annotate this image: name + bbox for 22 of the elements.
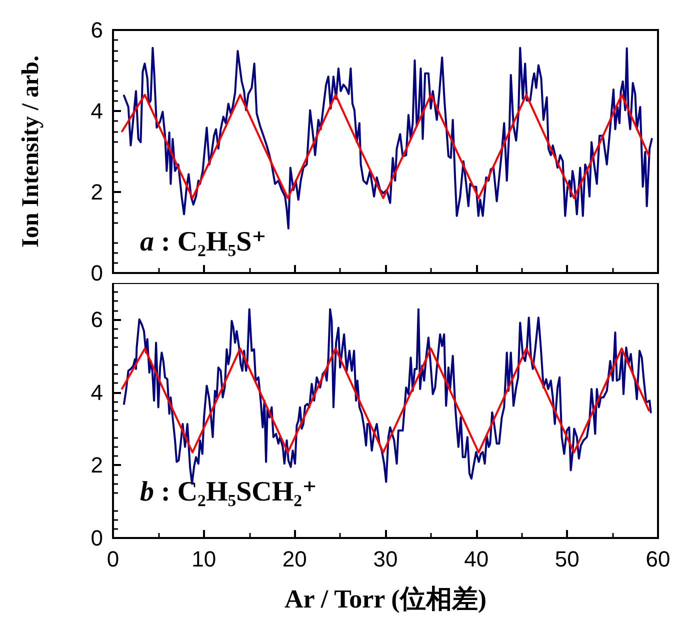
x-tick-label: 20 (282, 546, 307, 572)
annotation: b : C₂H₅SCH₂⁺ (140, 476, 317, 508)
y-tick-label: 4 (90, 98, 103, 124)
y-tick-label: 0 (90, 260, 103, 286)
annotation: a : C₂H₅S⁺ (140, 226, 266, 258)
line-series (121, 348, 650, 454)
y-axis-title: Ion Intensity / arb. (18, 55, 44, 248)
y-tick-label: 2 (90, 452, 103, 478)
y-tick-label: 2 (90, 180, 103, 204)
x-tick-label: 50 (554, 546, 580, 572)
y-tick-label: 0 (90, 526, 103, 550)
y-tick-label: 4 (90, 380, 103, 405)
x-axis-title: Ar / Torr (位相差) (284, 584, 486, 614)
x-tick-label: 40 (464, 546, 489, 572)
x-tick-label: 10 (192, 546, 216, 572)
line-series (121, 94, 650, 200)
x-tick-label: 60 (646, 546, 670, 572)
x-tick-label: 0 (106, 546, 120, 572)
x-tick-label: 30 (373, 546, 398, 572)
y-tick-label: 6 (90, 306, 103, 332)
line-series (122, 46, 653, 230)
y-tick-label: 6 (90, 18, 103, 42)
